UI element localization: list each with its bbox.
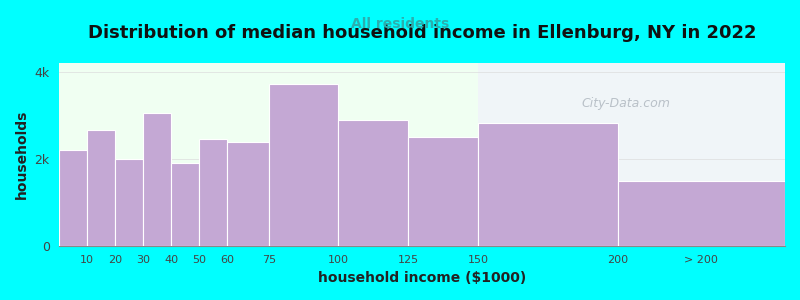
Bar	[115, 159, 143, 246]
Bar	[408, 137, 478, 246]
Text: City-Data.com: City-Data.com	[582, 97, 670, 110]
Bar	[87, 130, 115, 246]
Bar	[143, 113, 171, 246]
Title: Distribution of median household income in Ellenburg, NY in 2022: Distribution of median household income …	[88, 24, 757, 42]
Bar	[478, 123, 618, 246]
Bar	[199, 139, 227, 246]
Text: All residents: All residents	[351, 17, 449, 32]
Bar	[227, 142, 269, 246]
Bar	[59, 150, 87, 246]
Bar	[171, 163, 199, 246]
X-axis label: household income ($1000): household income ($1000)	[318, 271, 526, 285]
Bar	[338, 120, 408, 246]
Bar	[269, 84, 338, 246]
Bar	[478, 63, 785, 246]
Y-axis label: households: households	[15, 110, 29, 199]
Bar	[618, 181, 785, 246]
Bar	[59, 63, 478, 246]
